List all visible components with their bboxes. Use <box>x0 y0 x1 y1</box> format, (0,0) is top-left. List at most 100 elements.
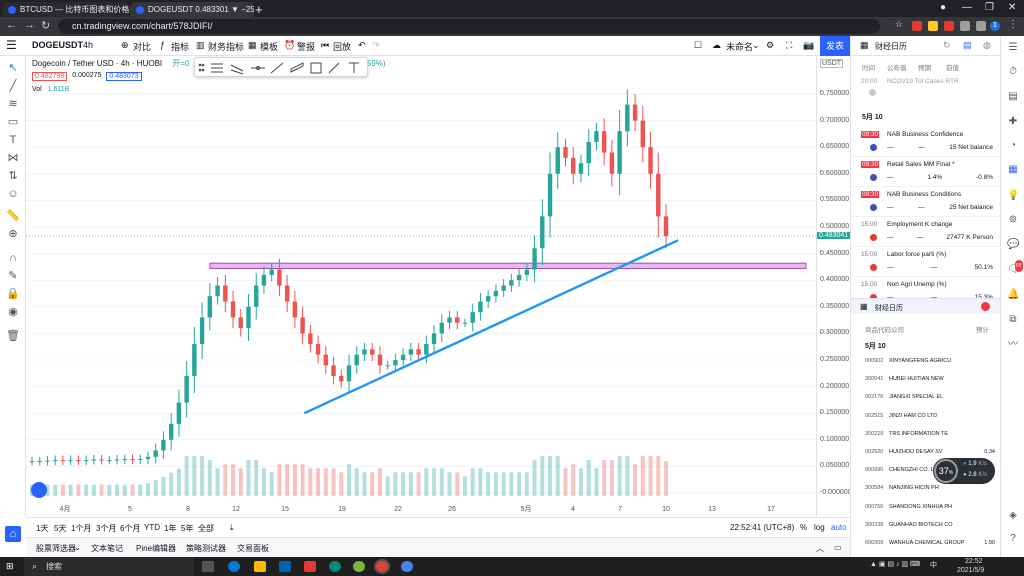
chart-pane[interactable]: 4月 5 8 12 15 19 22 26 5月 4 7 10 13 17 <box>26 56 816 517</box>
snapshot-camera-icon[interactable]: 📷 <box>803 40 815 50</box>
alerts-clock-icon[interactable]: ⏱ <box>1009 66 1017 77</box>
rectangle-icon[interactable] <box>310 62 322 74</box>
earnings-row[interactable]: 000756 SHANDONG XINHUA PH <box>865 504 995 510</box>
layout-name-button[interactable]: 未命名 <box>726 42 754 52</box>
range-1m[interactable]: 1个月 <box>71 524 92 533</box>
profile-avatar[interactable]: 1 <box>990 21 1000 31</box>
network-speed-widget[interactable]: 37% ● 1.9 K/s ● 2.8 K/s <box>933 458 995 484</box>
eye-icon[interactable]: ◉ <box>8 306 18 318</box>
range-1y[interactable]: 1年 <box>164 524 177 533</box>
indicators-button[interactable]: 指标 <box>171 42 190 52</box>
globe-icon[interactable]: ◍ <box>983 40 991 50</box>
col-estimate[interactable]: 预计 <box>976 327 989 334</box>
earnings-row[interactable]: 002176 JIANGXI SPECIAL EL <box>865 394 995 400</box>
rectangle-tool-icon[interactable]: ▭ <box>7 116 19 128</box>
calendar-event[interactable]: 09:30 NAB Business Confidence — — 15 Net bal… <box>851 127 1000 157</box>
layers-icon[interactable]: ◈ <box>1009 510 1017 521</box>
earnings-row[interactable]: 000990 CHENGZHI CO. LTD <box>865 467 995 473</box>
app-icon[interactable] <box>329 561 341 572</box>
refresh-icon[interactable]: ↻ <box>943 40 951 50</box>
earnings-row[interactable]: 300238 GUANHAO BIOTECH CO <box>865 522 995 528</box>
reload-icon[interactable]: ↻ <box>41 20 51 32</box>
ideas-lightbulb-icon[interactable]: 💡 <box>1007 190 1020 201</box>
drag-handle-icon[interactable] <box>198 63 205 72</box>
channel-icon[interactable] <box>230 64 244 75</box>
range-1d[interactable]: 1天 <box>36 524 49 533</box>
magnet-icon[interactable]: ∩ <box>9 252 17 264</box>
log-toggle[interactable]: log <box>814 523 825 532</box>
pie-icon[interactable]: ◔ <box>1009 140 1017 151</box>
indicators-icon[interactable]: ƒ <box>160 40 166 50</box>
tab-pine-editor[interactable]: Pine编辑器 <box>136 544 177 553</box>
line-style-icon[interactable] <box>211 63 223 73</box>
cloud-icon[interactable]: ☁ <box>712 40 721 50</box>
store-icon[interactable] <box>279 561 291 572</box>
alert-button[interactable]: 警报 <box>297 42 316 52</box>
maximize-panel-icon[interactable]: ▭ <box>834 543 842 552</box>
browser-tab-dogeusdt[interactable]: DOGEUSDT 0.483301 ▼ −25... ✕ <box>130 2 254 17</box>
pencil-lock-icon[interactable]: ✎ <box>8 270 18 282</box>
collapse-panel-icon[interactable]: ︿ <box>816 544 824 553</box>
calendar-icon[interactable]: ▦ <box>1008 164 1018 175</box>
emoji-icon[interactable]: ☺ <box>7 188 19 200</box>
chat-icon[interactable]: 💬 <box>1007 239 1020 250</box>
streams-icon[interactable]: ⊚ <box>1008 214 1018 225</box>
windows-start-icon[interactable]: ⊞ <box>6 561 14 571</box>
settings-gear-icon[interactable]: ⚙ <box>766 40 775 50</box>
hamburger-icon[interactable]: ☰ <box>6 38 17 52</box>
calendar-event[interactable]: 15:00 Labor force parti (%) — — 50.1% <box>851 247 1000 277</box>
extension-icon[interactable] <box>928 21 938 31</box>
calendar-event[interactable]: 15:00 Employment K change — — 27477 K Person <box>851 217 1000 247</box>
extension-icon[interactable] <box>912 21 922 31</box>
col-forecast[interactable]: 预期 <box>918 65 931 72</box>
earnings-row[interactable]: 300584 NANJING HICIN PH <box>865 485 995 491</box>
auto-toggle[interactable]: auto <box>831 523 847 532</box>
task-view-icon[interactable] <box>202 561 214 572</box>
url-input[interactable]: cn.tradingview.com/chart/578JDIFI/ <box>58 19 880 34</box>
earnings-row[interactable]: 002515 JINZI HAM CO LTD <box>865 413 995 419</box>
symbol-search-button[interactable]: DOGEUSDT <box>32 40 84 50</box>
chevron-down-icon[interactable]: ⌄ <box>752 40 760 50</box>
text-tool-icon[interactable]: T <box>9 134 17 146</box>
layout-square-icon[interactable]: ☐ <box>694 40 703 50</box>
puzzle-icon[interactable] <box>960 21 970 31</box>
range-5y[interactable]: 5年 <box>181 524 194 533</box>
app-icon[interactable] <box>353 561 365 572</box>
trash-icon[interactable]: 🗑 <box>6 330 20 342</box>
currency-label[interactable]: USDT <box>820 59 844 68</box>
financials-button[interactable]: 财务指标 <box>208 42 245 52</box>
range-3m[interactable]: 3个月 <box>96 524 117 533</box>
maximize-icon[interactable]: ❐ <box>985 2 994 13</box>
record-icon[interactable]: ● <box>940 2 947 13</box>
earnings-row[interactable]: 000902 XINYANGFENG AGRICU <box>865 358 995 364</box>
earnings-row[interactable]: 600309 WANHUA CHEMICAL GROUP 1.90 <box>865 540 995 546</box>
forward-icon[interactable]: → <box>24 19 35 31</box>
browser-tab-btcusd[interactable]: BTCUSD — 比特币图表和价格 ✕ <box>2 2 129 17</box>
templates-icon[interactable]: ▦ <box>248 40 257 50</box>
earnings-row[interactable]: 300041 HUBEI HUITIAN NEW <box>865 376 995 382</box>
zoom-in-icon[interactable]: ⊕ <box>8 228 18 240</box>
publish-button[interactable]: 发表 <box>820 36 850 56</box>
undo-icon[interactable]: ↶ <box>358 40 366 50</box>
chrome-icon[interactable] <box>401 561 413 572</box>
edge-icon[interactable] <box>228 561 240 572</box>
range-ytd[interactable]: YTD <box>144 523 160 532</box>
earnings-row[interactable]: 002920 HUIZHOU DESAY SV 0.34 <box>865 449 995 455</box>
brush-icon[interactable] <box>328 62 340 74</box>
extension-icon[interactable] <box>944 21 954 31</box>
ruler-icon[interactable]: 📏 <box>6 210 20 222</box>
data-window-icon[interactable]: ▤ <box>1008 91 1018 102</box>
trend-icon[interactable]: 〰 <box>1008 339 1018 350</box>
goto-date-icon[interactable]: ⤓ <box>230 523 234 532</box>
fib-tool-icon[interactable]: ≋ <box>8 98 18 110</box>
help-icon[interactable]: ? <box>1010 533 1016 544</box>
ask-price[interactable]: 0.483073 <box>106 72 142 81</box>
tab-text-notes[interactable]: 文本笔记 <box>91 544 123 553</box>
text-icon[interactable] <box>349 62 359 73</box>
fullscreen-icon[interactable]: ⛶ <box>786 40 793 50</box>
trendline-tool-icon[interactable]: ╱ <box>9 80 17 92</box>
bell-icon[interactable]: 🔔 <box>1007 289 1020 300</box>
tab-trading-panel[interactable]: 交易面板 <box>237 544 269 553</box>
star-icon[interactable]: ☆ <box>895 19 904 29</box>
watchlist-icon[interactable]: ▤ <box>963 40 972 50</box>
